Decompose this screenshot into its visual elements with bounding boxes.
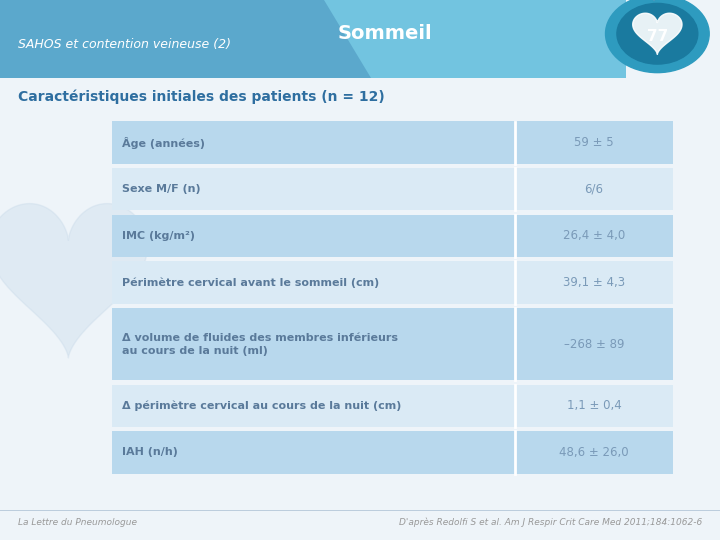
Bar — [112, 308, 673, 380]
Text: 48,6 ± 26,0: 48,6 ± 26,0 — [559, 446, 629, 459]
Text: IAH (n/h): IAH (n/h) — [122, 448, 179, 457]
Text: 6/6: 6/6 — [585, 183, 603, 195]
Text: Âge (années): Âge (années) — [122, 137, 205, 148]
Text: Sommeil: Sommeil — [338, 24, 433, 43]
Bar — [112, 122, 673, 164]
Bar — [112, 168, 673, 211]
Text: Δ volume de fluides des membres inférieurs
au cours de la nuit (ml): Δ volume de fluides des membres inférieu… — [122, 333, 398, 356]
Text: La Lettre du Pneumologue: La Lettre du Pneumologue — [18, 518, 137, 526]
Bar — [0, 0, 454, 78]
Text: Périmètre cervical avant le sommeil (cm): Périmètre cervical avant le sommeil (cm) — [122, 277, 379, 288]
Text: 1,1 ± 0,4: 1,1 ± 0,4 — [567, 400, 621, 413]
Text: Sexe M/F (n): Sexe M/F (n) — [122, 184, 201, 194]
Text: IMC (kg/m²): IMC (kg/m²) — [122, 231, 195, 241]
Bar — [112, 384, 673, 427]
Polygon shape — [633, 13, 682, 55]
Text: –268 ± 89: –268 ± 89 — [564, 338, 624, 350]
Text: Caractéristiques initiales des patients (n = 12): Caractéristiques initiales des patients … — [18, 90, 384, 104]
Text: D'après Redolfi S et al. Am J Respir Crit Care Med 2011;184:1062-6: D'après Redolfi S et al. Am J Respir Cri… — [399, 517, 702, 527]
Text: 39,1 ± 4,3: 39,1 ± 4,3 — [563, 276, 625, 289]
Bar — [112, 261, 673, 303]
Polygon shape — [324, 0, 626, 78]
Circle shape — [617, 3, 698, 64]
Bar — [112, 215, 673, 257]
Text: 26,4 ± 4,0: 26,4 ± 4,0 — [563, 230, 625, 242]
Text: SAHOS et contention veineuse (2): SAHOS et contention veineuse (2) — [18, 38, 231, 51]
Text: Δ périmètre cervical au cours de la nuit (cm): Δ périmètre cervical au cours de la nuit… — [122, 401, 402, 411]
Circle shape — [606, 0, 709, 73]
Text: 77: 77 — [647, 29, 668, 44]
Bar — [112, 431, 673, 474]
Polygon shape — [0, 204, 148, 358]
Text: 59 ± 5: 59 ± 5 — [574, 136, 614, 149]
